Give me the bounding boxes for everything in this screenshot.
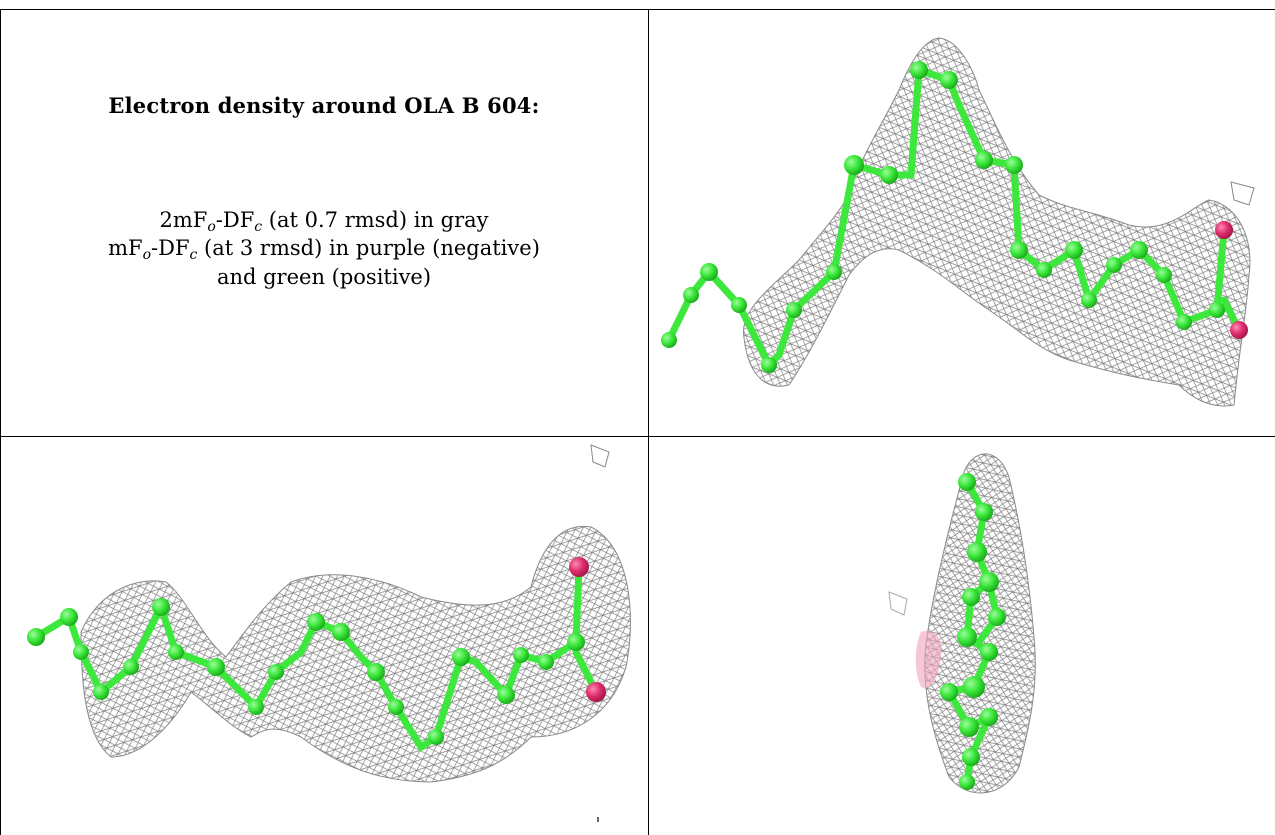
- caption-title: Electron density around OLA B 604:: [108, 93, 540, 118]
- caption-line-2fo-fc: 2mFo-DFc (at 0.7 rmsd) in gray: [159, 208, 489, 235]
- table-vertical-divider: [648, 9, 649, 835]
- density-image-bottom-left: [27, 444, 631, 822]
- mesh-2fo-fc: [742, 37, 1251, 407]
- density-view-bottom-left: [1, 437, 648, 835]
- table-left-border: [0, 9, 1, 835]
- caption-line-positive: and green (positive): [216, 265, 432, 289]
- table-top-border: [0, 9, 1275, 10]
- table-horizontal-divider: [0, 436, 1275, 437]
- ligand-atoms: [661, 61, 1248, 373]
- ligand-atoms: [940, 473, 1006, 790]
- density-image-bottom-right: [888, 453, 1036, 794]
- stray-mesh-fragment: [888, 591, 908, 616]
- stray-dot: [597, 817, 599, 822]
- density-view-bottom-right: [649, 437, 1275, 835]
- caption-line-fo-fc: mFo-DFc (at 3 rmsd) in purple (negative): [108, 236, 540, 263]
- stray-mesh-fragment: [1230, 181, 1255, 206]
- density-view-top-right: [649, 10, 1275, 436]
- density-image-top-right: [661, 37, 1255, 407]
- mesh-fo-fc-negative: [915, 630, 942, 688]
- ligand-atoms: [27, 557, 606, 745]
- caption-panel: Electron density around OLA B 604: 2mFo-…: [0, 0, 648, 437]
- mesh-2fo-fc: [924, 453, 1036, 794]
- stray-mesh-fragment: [590, 444, 610, 468]
